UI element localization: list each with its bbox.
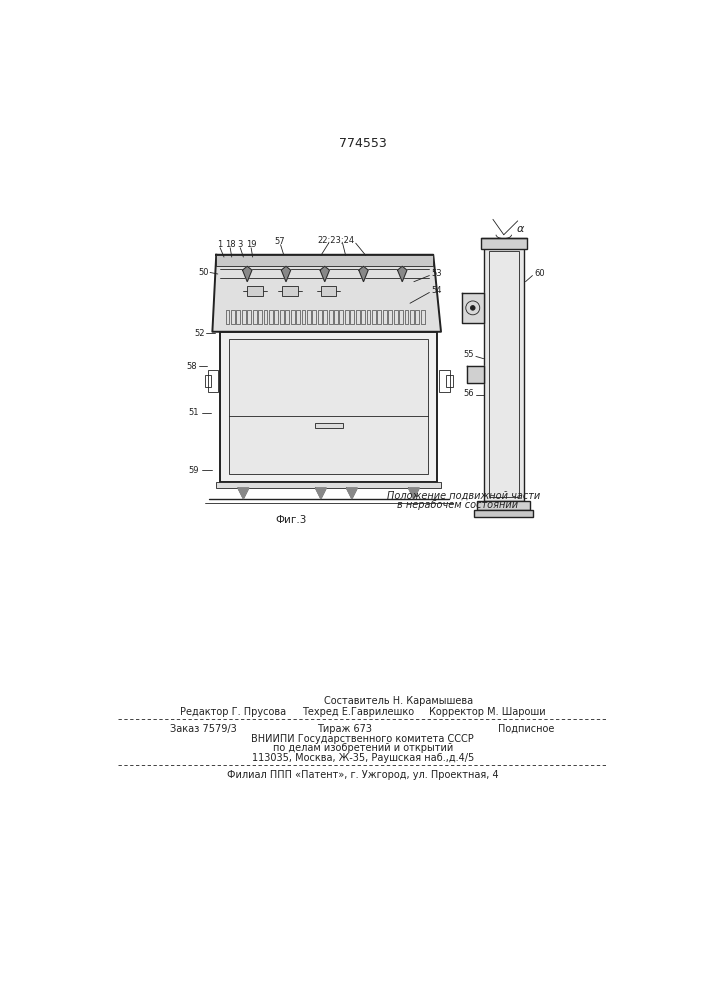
Polygon shape: [346, 488, 357, 499]
Bar: [440, 370, 450, 392]
Bar: [242, 310, 246, 324]
Bar: [285, 310, 289, 324]
Text: 58: 58: [186, 362, 197, 371]
Bar: [410, 310, 414, 324]
Text: 54: 54: [432, 286, 442, 295]
Text: по делам изобретений и открытий: по делам изобретений и открытий: [273, 743, 453, 753]
Text: 59: 59: [189, 466, 199, 475]
Bar: [351, 310, 354, 324]
Bar: [399, 310, 403, 324]
Polygon shape: [409, 488, 419, 499]
Text: Подписное: Подписное: [498, 724, 554, 734]
Text: Техред Е.Гаврилешко: Техред Е.Гаврилешко: [302, 707, 414, 717]
Text: 3: 3: [238, 240, 243, 249]
Text: в нерабочем состоянии: в нерабочем состоянии: [397, 500, 518, 510]
Bar: [230, 339, 428, 474]
Bar: [321, 286, 337, 296]
Bar: [416, 310, 419, 324]
Bar: [394, 310, 397, 324]
Text: Фиг.3: Фиг.3: [276, 515, 307, 525]
Bar: [361, 310, 365, 324]
Text: 18: 18: [225, 240, 235, 249]
Circle shape: [470, 306, 475, 310]
Text: 50: 50: [198, 268, 209, 277]
Bar: [252, 310, 257, 324]
Text: 53: 53: [432, 269, 443, 278]
Bar: [269, 310, 273, 324]
Bar: [446, 375, 452, 387]
Bar: [329, 310, 332, 324]
Text: 1: 1: [218, 240, 223, 249]
Text: Тираж 673: Тираж 673: [317, 724, 372, 734]
Bar: [291, 310, 295, 324]
Bar: [372, 310, 376, 324]
Polygon shape: [238, 488, 249, 499]
Bar: [315, 423, 343, 428]
Bar: [247, 310, 251, 324]
Polygon shape: [397, 266, 407, 282]
Bar: [216, 482, 441, 488]
Text: 55: 55: [464, 350, 474, 359]
Bar: [378, 310, 381, 324]
Text: α: α: [517, 224, 525, 234]
Bar: [474, 510, 533, 517]
Bar: [236, 310, 240, 324]
Bar: [226, 310, 230, 324]
Polygon shape: [243, 266, 252, 282]
Text: 22;23;24: 22;23;24: [318, 236, 355, 245]
Text: Корректор М. Шароши: Корректор М. Шароши: [429, 707, 546, 717]
Bar: [477, 501, 530, 510]
Bar: [484, 247, 524, 501]
Bar: [421, 310, 425, 324]
Text: 113035, Москва, Ж-35, Раушская наб.,д.4/5: 113035, Москва, Ж-35, Раушская наб.,д.4/…: [252, 753, 474, 763]
Bar: [307, 310, 311, 324]
Text: Положение подвижной части: Положение подвижной части: [387, 491, 540, 501]
Bar: [356, 310, 360, 324]
Bar: [280, 310, 284, 324]
Polygon shape: [320, 266, 329, 282]
Bar: [345, 310, 349, 324]
Text: 51: 51: [189, 408, 199, 417]
Text: 19: 19: [246, 240, 257, 249]
Text: 57: 57: [274, 237, 285, 246]
Bar: [282, 286, 298, 296]
Bar: [339, 310, 344, 324]
Bar: [481, 238, 527, 249]
Bar: [296, 310, 300, 324]
Polygon shape: [359, 266, 368, 282]
Bar: [231, 310, 235, 324]
Polygon shape: [462, 293, 484, 323]
Bar: [388, 310, 392, 324]
Bar: [208, 370, 218, 392]
Bar: [334, 310, 338, 324]
Bar: [274, 310, 279, 324]
Bar: [264, 310, 267, 324]
Text: Заказ 7579/3: Заказ 7579/3: [170, 724, 237, 734]
Bar: [220, 332, 437, 482]
Polygon shape: [281, 266, 291, 282]
Text: Редактор Г. Прусова: Редактор Г. Прусова: [180, 707, 286, 717]
Text: 56: 56: [464, 389, 474, 398]
Bar: [323, 310, 327, 324]
Bar: [204, 375, 211, 387]
Bar: [247, 286, 263, 296]
Bar: [367, 310, 370, 324]
Text: ВНИИПИ Государственного комитета СССР: ВНИИПИ Государственного комитета СССР: [252, 734, 474, 744]
Polygon shape: [212, 255, 441, 332]
Bar: [312, 310, 316, 324]
Bar: [317, 310, 322, 324]
Bar: [301, 310, 305, 324]
Bar: [383, 310, 387, 324]
Bar: [216, 255, 433, 266]
Bar: [489, 251, 518, 497]
Text: 774553: 774553: [339, 137, 387, 150]
Text: 60: 60: [534, 269, 544, 278]
Text: 52: 52: [194, 329, 204, 338]
Polygon shape: [467, 366, 484, 383]
Bar: [258, 310, 262, 324]
Text: Филиал ППП «Патент», г. Ужгород, ул. Проектная, 4: Филиал ППП «Патент», г. Ужгород, ул. Про…: [227, 770, 498, 780]
Bar: [404, 310, 409, 324]
Polygon shape: [315, 488, 327, 499]
Text: Составитель Н. Карамышева: Составитель Н. Карамышева: [324, 696, 473, 706]
